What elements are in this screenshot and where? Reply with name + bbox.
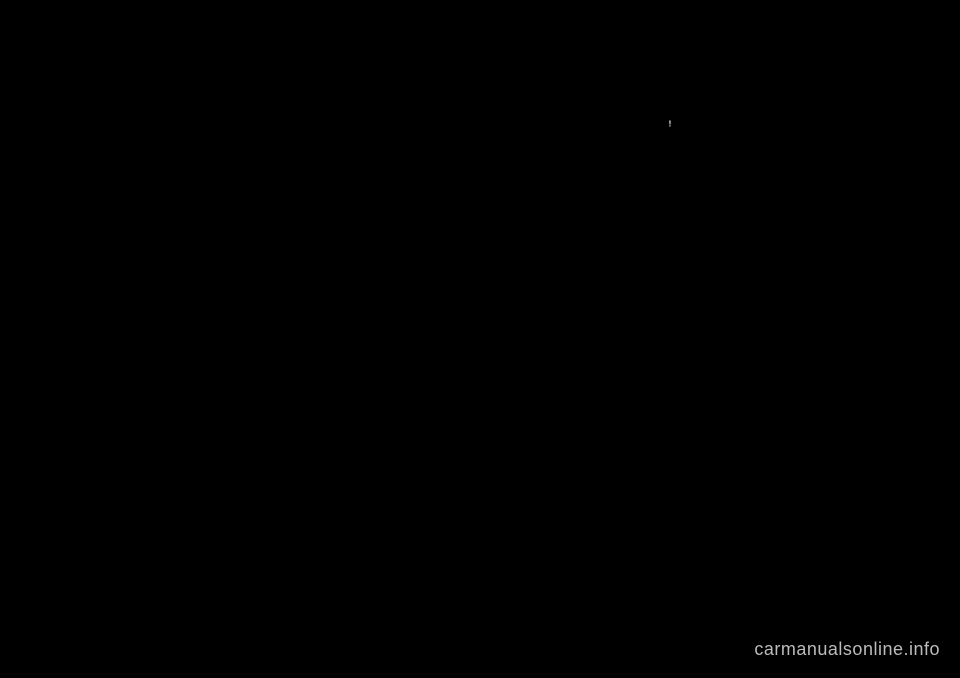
section-divider: [490, 235, 905, 237]
watermark-text: carmanualsonline.info: [754, 639, 940, 660]
svg-text:!: !: [669, 120, 672, 129]
caution-body-text: [492, 135, 903, 225]
note-heading: NOTE: [490, 245, 905, 257]
right-column-content: ! CAUTION NOTE: [490, 105, 905, 257]
caution-header-label: CAUTION: [680, 118, 730, 130]
caution-header: ! CAUTION: [492, 115, 903, 135]
caution-callout-box: ! CAUTION: [490, 113, 905, 227]
warning-triangle-icon: !: [664, 117, 676, 131]
